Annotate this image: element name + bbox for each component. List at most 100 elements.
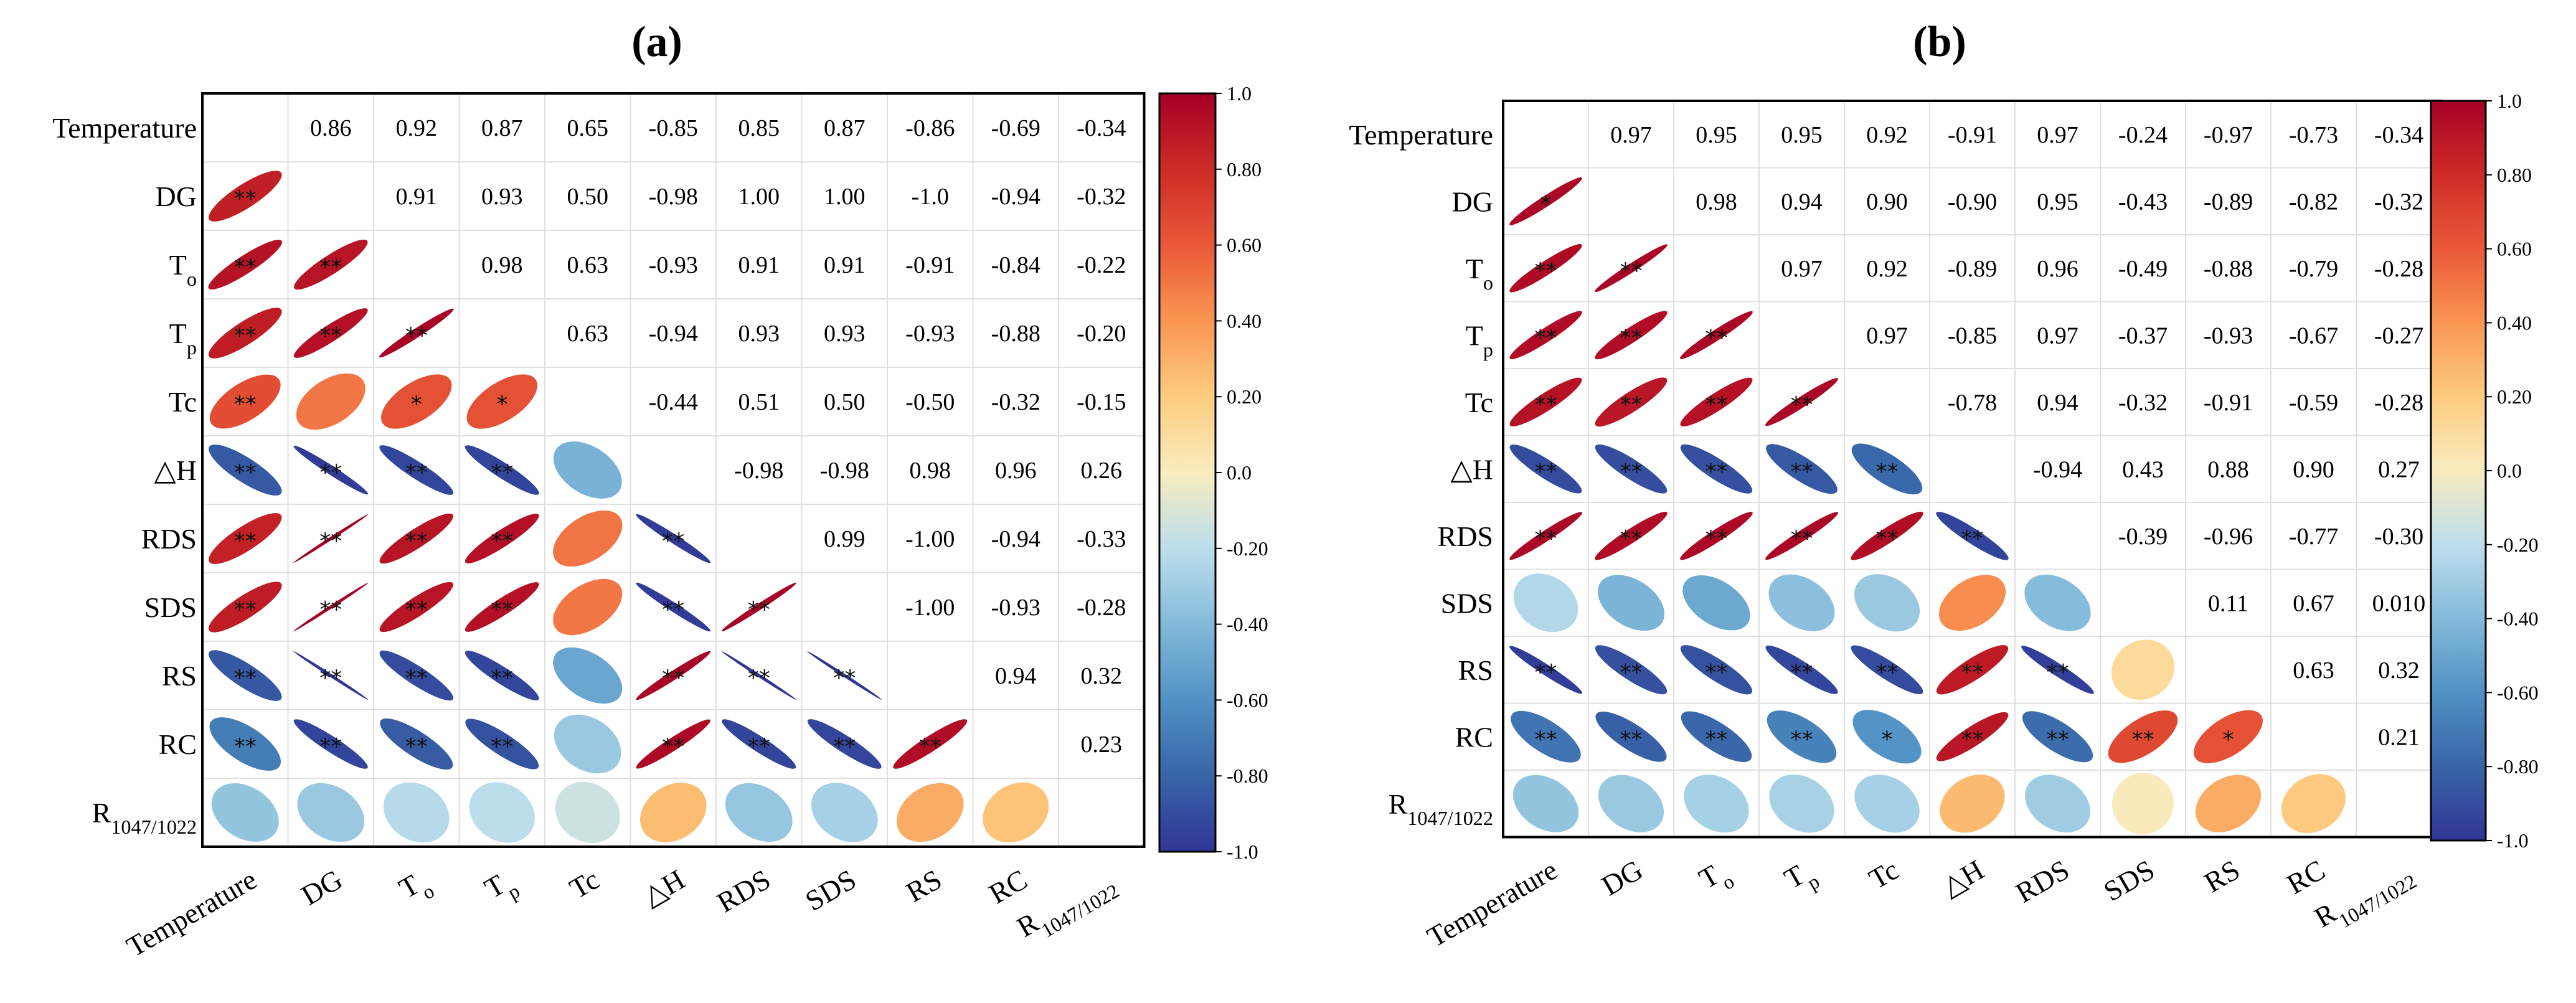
correlation-ellipse (293, 445, 369, 495)
correlation-ellipse (1512, 775, 1579, 832)
coefficient-label: 0.96 (2037, 256, 2078, 282)
column-label: RDS (2011, 854, 2075, 909)
significance-marker: ** (1620, 459, 1643, 484)
colorbar-tick-label: -0.40 (1227, 613, 1268, 636)
significance-marker: ** (234, 186, 257, 212)
colorbar-tick-label: 1.0 (1227, 82, 1252, 105)
panel-b: (b) 0.97 0.95 0.95 0.92 -0.91 0.97 -0.24 -0.97 -0… (1349, 18, 2538, 953)
colorbar-tick-label: -0.20 (1227, 537, 1268, 560)
coefficient-label: -0.94 (991, 184, 1040, 210)
correlation-ellipse (983, 782, 1049, 843)
correlation-ellipse (1509, 311, 1582, 359)
colorbar-tick-label: -0.80 (2497, 755, 2539, 778)
correlation-ellipse (296, 373, 366, 430)
correlation-ellipse (1938, 575, 2006, 631)
coefficient-label: -0.39 (2118, 524, 2168, 550)
correlation-ellipse (1851, 645, 1923, 694)
column-label: RDS (712, 863, 776, 918)
significance-marker: ** (1620, 392, 1643, 418)
grid (1503, 101, 2442, 837)
colorbar-tick-label: 0.60 (2497, 238, 2532, 260)
coefficient-label: 0.87 (481, 115, 523, 141)
correlation-ellipse (1851, 511, 1923, 560)
coefficient-label: 0.85 (738, 115, 780, 141)
correlation-ellipse (1595, 244, 1668, 293)
coefficient-label: 0.98 (481, 252, 523, 278)
correlation-ellipse (380, 718, 453, 770)
significance-marker: ** (1535, 459, 1557, 484)
correlation-ellipse (381, 374, 452, 429)
significance-marker: ** (662, 597, 684, 623)
correlation-ellipse (1680, 444, 1753, 494)
column-label: Tp (479, 863, 523, 912)
coefficient-label: 0.94 (1781, 189, 1823, 215)
correlation-ellipse (1595, 311, 1668, 360)
row-label: RC (1455, 721, 1493, 753)
column-label: SDS (800, 863, 862, 916)
coefficient-label: 0.97 (2037, 323, 2078, 349)
significance-marker: ** (1620, 526, 1643, 552)
colorbar-tick-label: 0.80 (1227, 158, 1262, 181)
coefficient-label: -0.82 (2289, 189, 2338, 215)
coefficient-label: -0.32 (1077, 184, 1126, 210)
significance-marker: ** (405, 529, 428, 554)
correlation-ellipse (640, 783, 707, 842)
row-label: RDS (1438, 520, 1493, 552)
significance-marker: ** (1961, 660, 1984, 685)
colorbar-tick-label: -0.20 (2497, 534, 2539, 556)
coefficient-label: -0.27 (2374, 323, 2423, 349)
coefficient-label: -0.34 (2374, 122, 2423, 148)
panel-title: (b) (1913, 18, 1966, 66)
correlation-ellipse (1509, 445, 1582, 494)
correlation-ellipse (208, 650, 282, 701)
correlation-ellipse (807, 719, 882, 769)
significance-marker: ** (234, 460, 257, 486)
correlation-ellipse (636, 719, 710, 769)
correlation-ellipse (1765, 645, 1838, 694)
column-label: △H (637, 863, 690, 911)
colorbar-tick-label: 0.20 (2497, 385, 2532, 408)
coefficient-label: -0.69 (991, 115, 1040, 141)
colorbar-tick-label: -0.60 (1227, 689, 1268, 711)
coefficient-label: -0.73 (2289, 122, 2338, 148)
correlation-ellipse (379, 445, 454, 495)
column-label: SDS (2098, 854, 2160, 907)
significance-marker: ** (1706, 526, 1728, 552)
significance-marker: ** (491, 666, 513, 691)
coefficient-label: -0.89 (1948, 256, 1997, 282)
coefficient-label: 0.93 (738, 321, 780, 347)
coefficient-label: -0.22 (1077, 252, 1126, 278)
coefficient-label: -0.28 (2374, 390, 2423, 416)
correlation-ellipse (1680, 311, 1753, 359)
column-label: Tp (1779, 854, 1823, 903)
significance-marker: ** (1791, 459, 1813, 484)
coefficient-label: -0.24 (2118, 122, 2168, 148)
coefficient-label: -0.88 (991, 321, 1040, 347)
coefficient-label: -0.93 (991, 595, 1040, 621)
significance-marker: ** (405, 666, 428, 691)
significance-marker: ** (833, 666, 856, 691)
significance-marker: ** (1535, 660, 1557, 685)
correlation-ellipse (1682, 575, 1750, 631)
correlation-ellipse (1767, 710, 1837, 763)
correlation-ellipse (1936, 511, 2009, 560)
column-label: Tc (1864, 854, 1904, 895)
correlation-ellipse (725, 783, 793, 842)
correlation-ellipse (1765, 512, 1838, 560)
correlation-ellipse (1598, 775, 1664, 832)
significance-marker: ** (1791, 526, 1813, 552)
correlation-ellipse (1680, 377, 1753, 426)
significance-marker: ** (319, 529, 342, 554)
significance-marker: ** (405, 734, 428, 760)
correlation-ellipse (208, 582, 282, 633)
coefficient-label: 0.43 (2122, 456, 2164, 483)
correlation-ellipse (1940, 775, 2005, 833)
significance-marker: ** (1706, 660, 1728, 685)
coefficient-label: 0.67 (2293, 590, 2334, 616)
row-label: △H (154, 454, 197, 486)
column-label: Tc (564, 863, 605, 905)
row-label: R1047/1022 (92, 797, 197, 838)
significance-marker: ** (234, 597, 257, 623)
correlation-ellipse (721, 582, 796, 632)
correlation-ellipse (465, 582, 539, 632)
